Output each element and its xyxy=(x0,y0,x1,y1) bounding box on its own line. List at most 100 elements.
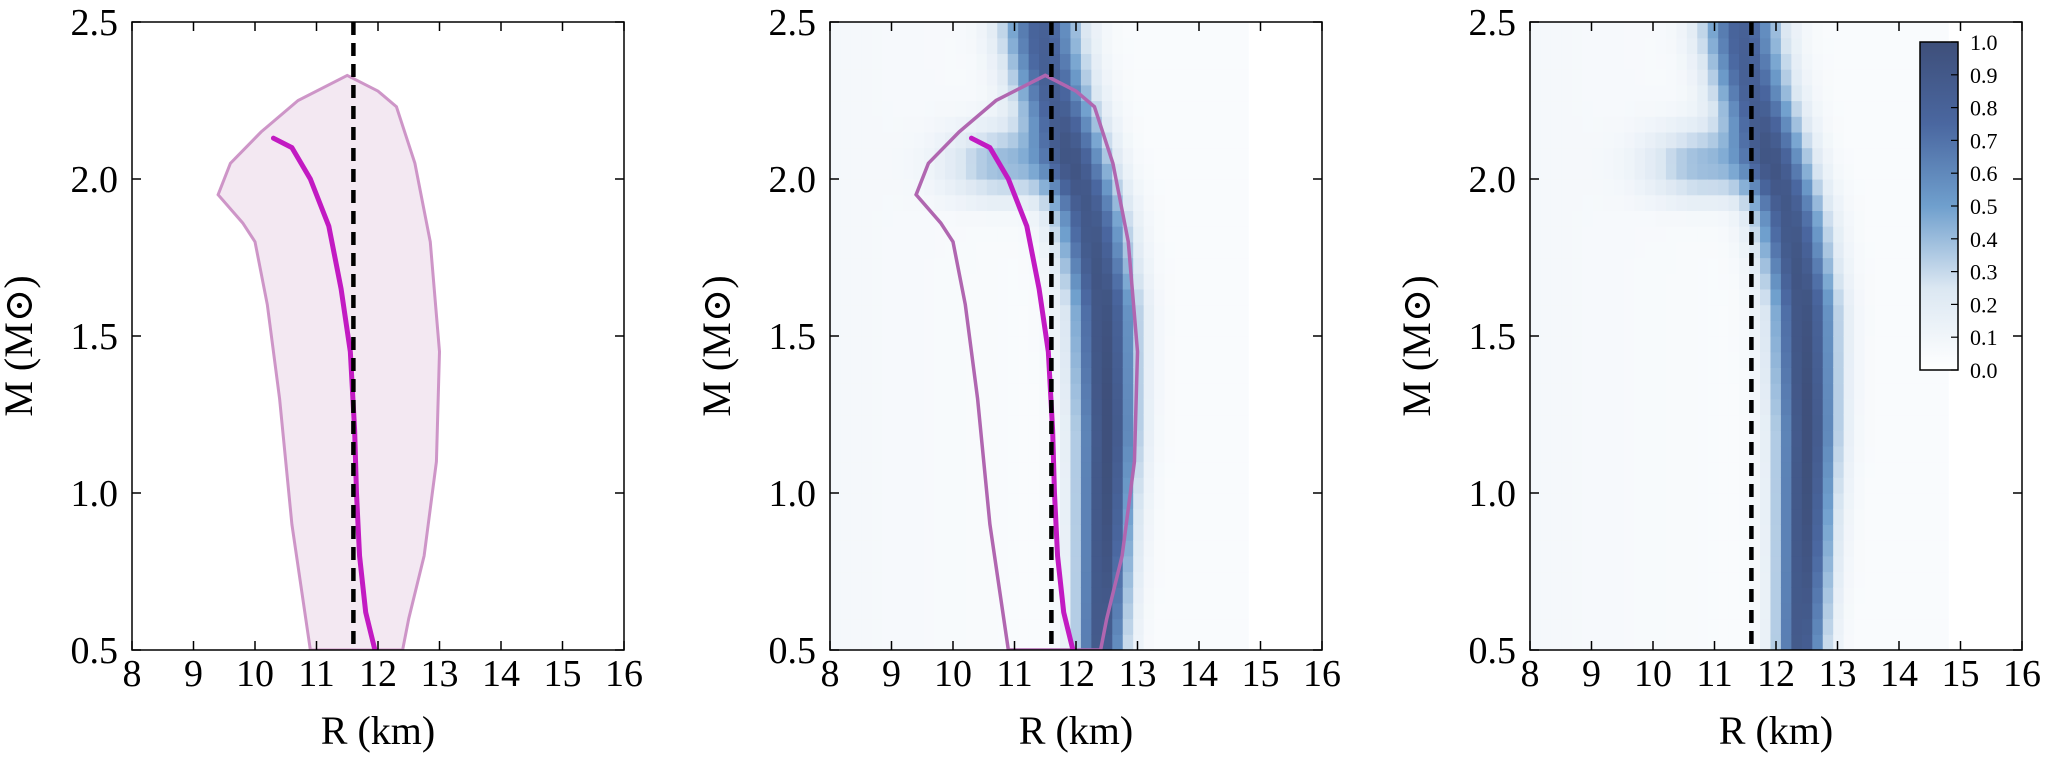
heatmap-cell xyxy=(1154,398,1166,416)
heatmap-cell xyxy=(1665,493,1677,510)
heatmap-cell xyxy=(1801,508,1813,525)
heatmap-cell xyxy=(1812,163,1824,180)
heatmap-cell xyxy=(1154,634,1166,650)
heatmap-cell xyxy=(945,257,957,274)
heatmap-cell xyxy=(1112,194,1124,211)
heatmap-cell xyxy=(1091,336,1103,353)
heatmap-cell xyxy=(1571,445,1583,463)
heatmap-cell xyxy=(1101,288,1113,306)
heatmap-cell xyxy=(945,147,957,164)
heatmap-cell xyxy=(976,493,988,510)
heatmap-cell xyxy=(945,320,957,337)
heatmap-cell xyxy=(1645,430,1657,447)
heatmap-cell xyxy=(1530,147,1542,164)
heatmap-cell xyxy=(1927,398,1939,416)
heatmap-cell xyxy=(1906,571,1918,588)
heatmap-cell xyxy=(1080,304,1092,321)
heatmap-cell xyxy=(1112,336,1124,353)
heatmap-cell xyxy=(1780,587,1792,604)
heatmap-cell xyxy=(1185,100,1197,117)
heatmap-cell xyxy=(1906,69,1918,86)
heatmap-cell xyxy=(1007,602,1019,620)
heatmap-cell xyxy=(1655,587,1667,604)
heatmap-cell xyxy=(1624,602,1636,620)
heatmap-cell xyxy=(882,351,894,368)
heatmap-cell xyxy=(1592,100,1604,117)
heatmap-cell xyxy=(1154,210,1166,227)
heatmap-cell xyxy=(1728,22,1740,39)
heatmap-cell xyxy=(1854,508,1866,525)
heatmap-cell xyxy=(1018,430,1030,447)
heatmap-cell xyxy=(1760,367,1772,384)
heatmap-cell xyxy=(1895,618,1907,635)
heatmap-cell xyxy=(1843,69,1855,86)
x-tick-label: 8 xyxy=(821,653,840,695)
heatmap-cell xyxy=(1227,304,1239,321)
heatmap-cell xyxy=(1707,226,1719,243)
heatmap-cell xyxy=(1812,367,1824,384)
heatmap-cell xyxy=(1007,163,1019,180)
heatmap-cell xyxy=(1561,131,1573,149)
heatmap-cell xyxy=(997,53,1009,70)
heatmap-cell xyxy=(1676,540,1688,557)
heatmap-cell xyxy=(1854,351,1866,368)
heatmap-cell xyxy=(1070,179,1082,196)
heatmap-cell xyxy=(1049,634,1061,650)
heatmap-cell xyxy=(1645,493,1657,510)
heatmap-cell xyxy=(1028,53,1040,70)
heatmap-cell xyxy=(1624,69,1636,86)
heatmap-cell xyxy=(997,69,1009,86)
heatmap-cell xyxy=(903,179,915,196)
heatmap-cell xyxy=(1812,414,1824,431)
heatmap-cell xyxy=(850,163,862,180)
heatmap-cell xyxy=(1760,351,1772,368)
heatmap-cell xyxy=(1676,634,1688,650)
heatmap-cell xyxy=(1791,571,1803,588)
heatmap-cell xyxy=(1070,304,1082,321)
heatmap-cell xyxy=(1060,367,1072,384)
heatmap-cell xyxy=(1530,587,1542,604)
heatmap-cell xyxy=(1122,163,1134,180)
heatmap-cell xyxy=(1227,445,1239,463)
heatmap-cell xyxy=(1760,336,1772,353)
heatmap-cell xyxy=(1728,147,1740,164)
heatmap-cell xyxy=(1195,398,1207,416)
heatmap-cell xyxy=(1101,194,1113,211)
heatmap-cell xyxy=(1227,257,1239,274)
heatmap-cell xyxy=(955,524,967,541)
heatmap-cell xyxy=(1822,226,1834,243)
heatmap-cell xyxy=(1728,336,1740,353)
heatmap-cell xyxy=(1185,430,1197,447)
heatmap-cell xyxy=(1530,320,1542,337)
heatmap-cell xyxy=(965,555,977,573)
heatmap-cell xyxy=(1227,320,1239,337)
heatmap-cell xyxy=(1624,618,1636,635)
heatmap-cell xyxy=(1561,37,1573,54)
heatmap-cell xyxy=(1906,226,1918,243)
heatmap-cell xyxy=(1906,194,1918,211)
heatmap-cell xyxy=(840,383,852,400)
heatmap-cell xyxy=(892,116,904,133)
heatmap-cell xyxy=(965,53,977,70)
heatmap-cell xyxy=(1122,602,1134,620)
heatmap-cell xyxy=(1133,179,1145,196)
heatmap-cell xyxy=(1864,241,1876,259)
heatmap-cell xyxy=(1175,304,1187,321)
heatmap-cell xyxy=(1833,273,1845,290)
heatmap-cell xyxy=(965,210,977,227)
heatmap-cell xyxy=(1582,524,1594,541)
heatmap-cell xyxy=(1571,602,1583,620)
heatmap-cell xyxy=(1833,194,1845,211)
heatmap-cell xyxy=(1007,336,1019,353)
heatmap-cell xyxy=(1091,461,1103,478)
heatmap-cell xyxy=(1143,587,1155,604)
heatmap-cell xyxy=(1540,84,1552,102)
heatmap-cell xyxy=(1875,336,1887,353)
heatmap-cell xyxy=(924,116,936,133)
heatmap-cell xyxy=(850,461,862,478)
heatmap-cell xyxy=(1540,147,1552,164)
heatmap-cell xyxy=(1864,414,1876,431)
heatmap-cell xyxy=(1112,304,1124,321)
heatmap-cell xyxy=(892,634,904,650)
heatmap-cell xyxy=(903,194,915,211)
